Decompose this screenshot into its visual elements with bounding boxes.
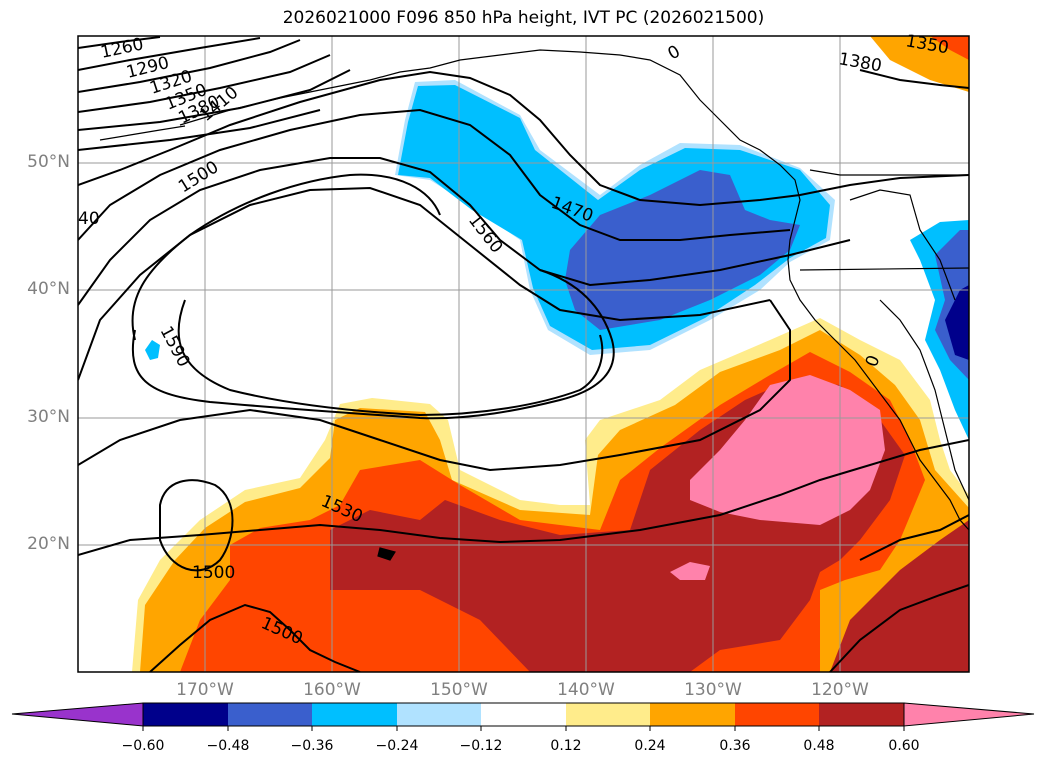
colorbar-tick-label: 0.60 (888, 738, 920, 754)
lon-label: 120°W (811, 680, 869, 700)
colorbar-bin (312, 703, 397, 726)
ivt-pink-region (690, 375, 885, 525)
colorbar-bin (650, 703, 735, 726)
ivt-orange-ne (870, 36, 969, 92)
colorbar-tick-label: −0.60 (121, 738, 165, 754)
colorbar-tick-label: −0.24 (375, 738, 419, 754)
ivt-navy-east (945, 285, 969, 360)
map-title: 2026021000 F096 850 hPa height, IVT PC (… (282, 8, 765, 28)
lon-label: 140°W (557, 680, 615, 700)
ivt-shading (78, 36, 969, 672)
colorbar-bin (566, 703, 650, 726)
colorbar-outline (142, 702, 905, 727)
colorbar-tick-label: −0.48 (206, 738, 250, 754)
lat-label: 50°N (27, 152, 70, 172)
lat-label: 30°N (27, 407, 70, 427)
colorbar-tick-label: 0.48 (803, 738, 835, 754)
lat-label: 20°N (27, 534, 70, 554)
colorbar-bin (819, 703, 904, 726)
coastlines (99, 49, 969, 561)
map-frame (77, 35, 970, 673)
colorbar-tick-label: −0.12 (459, 738, 503, 754)
colorbar-bin (397, 703, 481, 726)
contour-label: 1500 (192, 563, 235, 583)
lon-label: 150°W (430, 680, 488, 700)
colorbar-tick-label: 0.12 (550, 738, 582, 754)
lon-label: 160°W (303, 680, 361, 700)
lon-label: 130°W (684, 680, 742, 700)
colorbar-tick-label: 0.24 (634, 738, 666, 754)
ivt-cyan-small (145, 340, 160, 360)
ivt-red-ne (930, 36, 969, 60)
colorbar-extend-high (903, 702, 1035, 727)
ivt-pink-small (670, 562, 710, 580)
colorbar-tick-label: −0.36 (290, 738, 334, 754)
colorbar-bin (228, 703, 312, 726)
colorbar-bin (735, 703, 819, 726)
colorbar-bin (481, 703, 566, 726)
ivt-darkred-south (830, 520, 969, 672)
colorbar-bin (143, 703, 228, 726)
lat-label: 40°N (27, 279, 70, 299)
height-contours (78, 36, 969, 672)
lon-label: 170°W (176, 680, 234, 700)
contour-label: 40 (78, 209, 100, 229)
graticule (78, 36, 969, 672)
colorbar-tick-label: 0.36 (719, 738, 751, 754)
colorbar-extend-low (11, 702, 144, 727)
colorbar (11, 702, 1035, 731)
